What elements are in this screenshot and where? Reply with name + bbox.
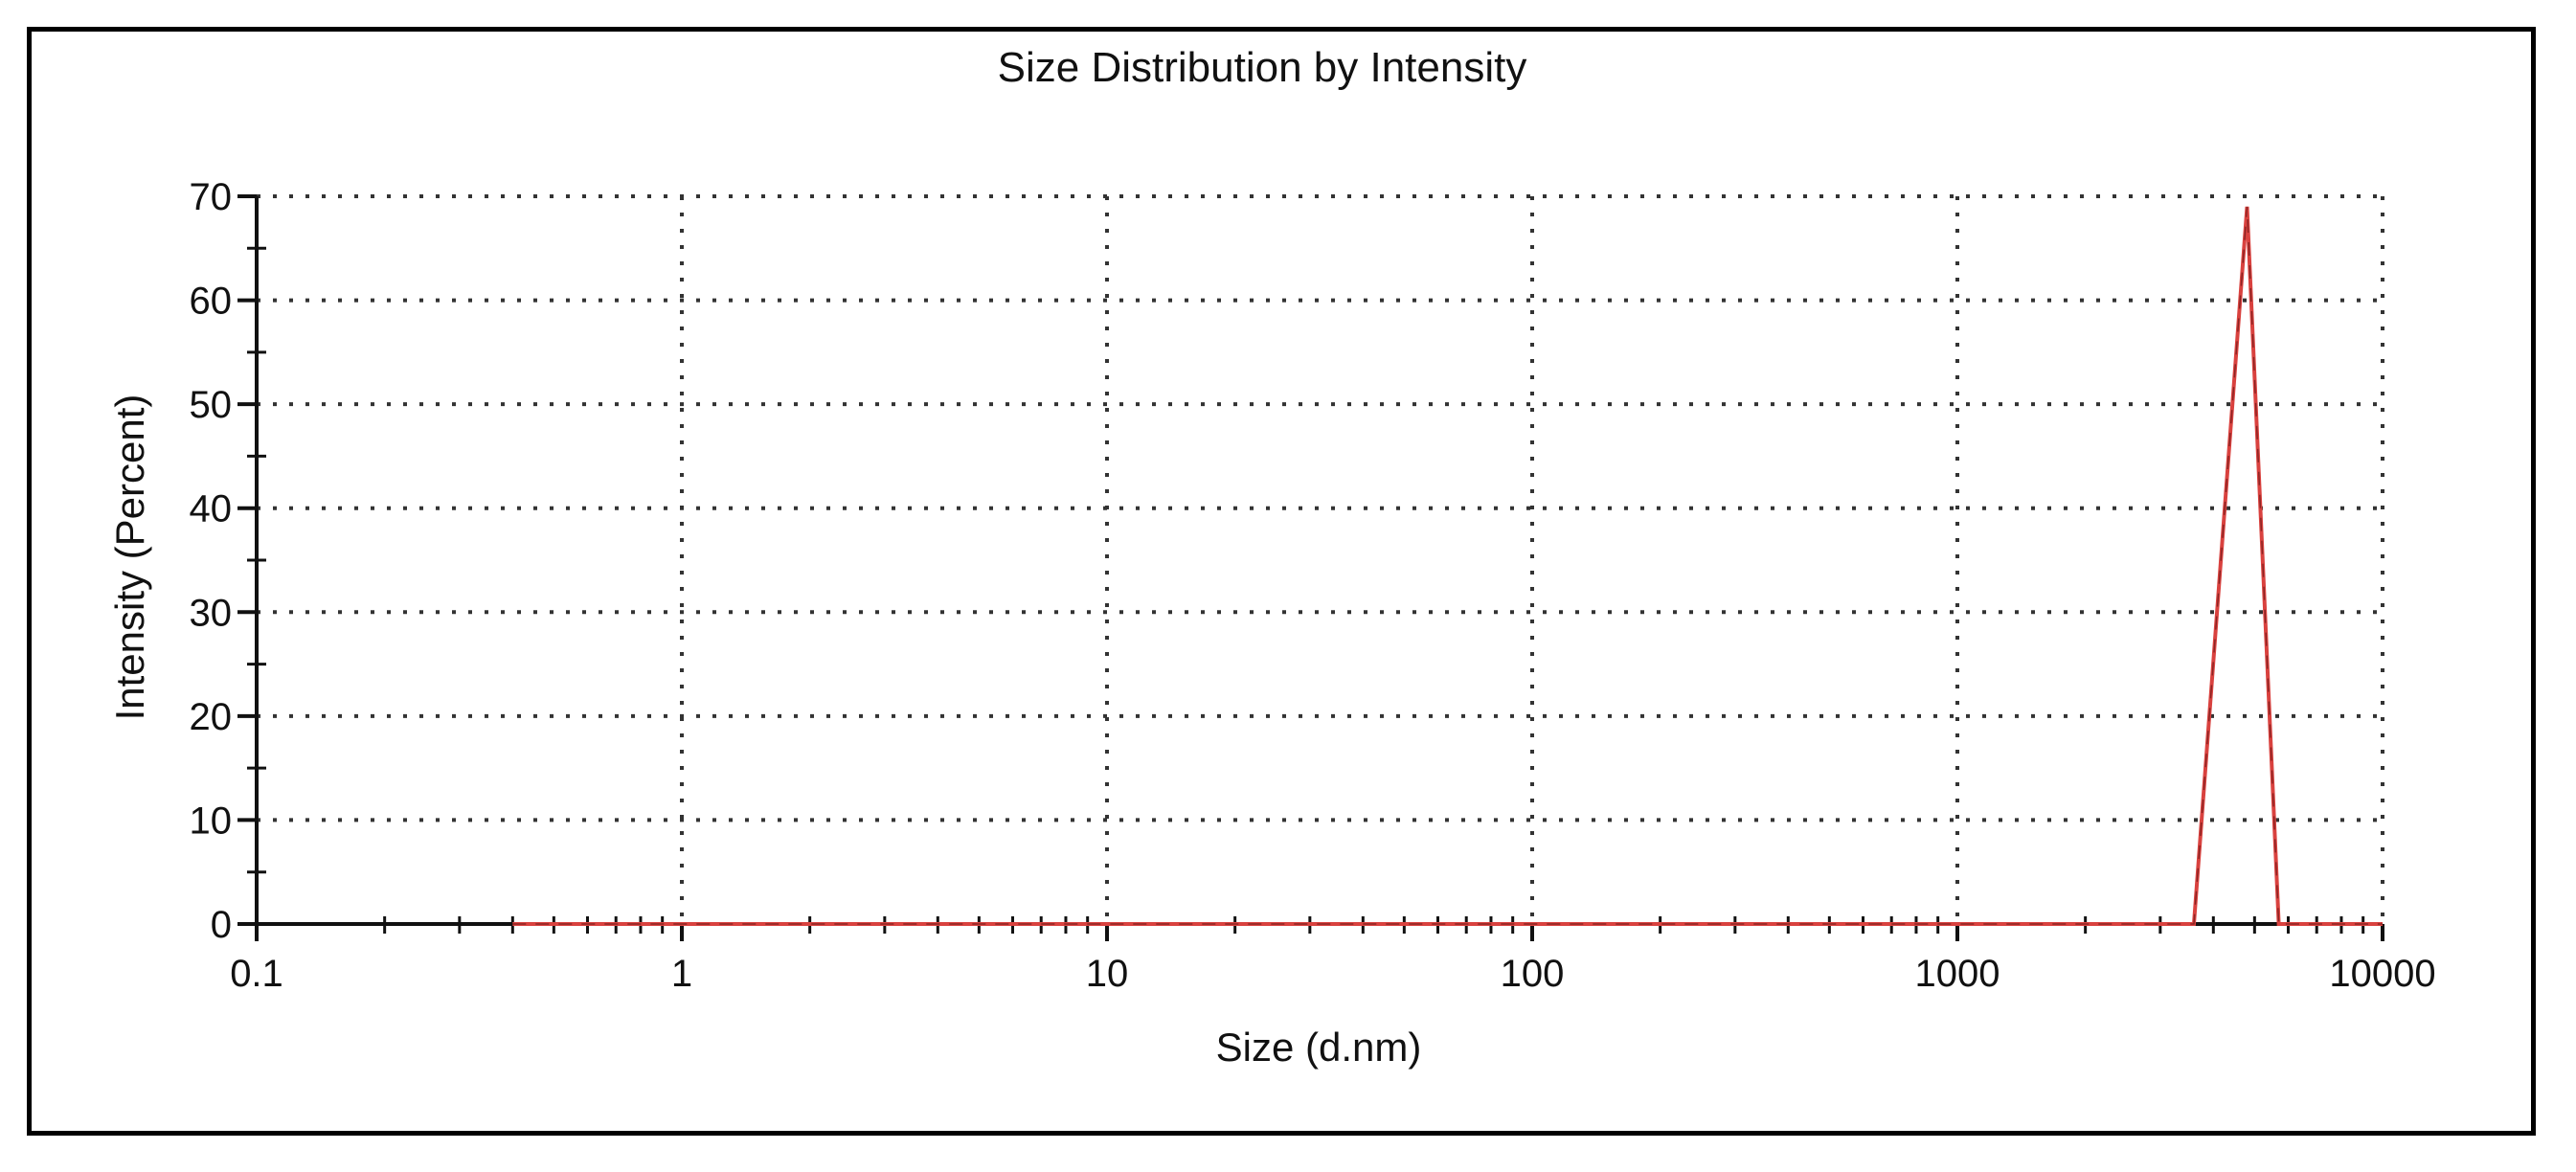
x-tick-label: 10000 <box>2329 953 2435 995</box>
x-tick-label: 1 <box>671 953 692 995</box>
y-tick-label: 60 <box>190 281 233 323</box>
series-lines <box>512 206 2383 926</box>
chart-title: Size Distribution by Intensity <box>998 44 1527 91</box>
y-tick-label: 30 <box>190 592 233 634</box>
tick-labels: 0 10 20 30 40 50 60 70 0.1 1 10 100 1000 10000 <box>190 176 2436 995</box>
series-line-overlay <box>512 206 2383 925</box>
x-tick-label: 1000 <box>1915 953 2000 995</box>
y-axis-label: Intensity (Percent) <box>107 394 152 721</box>
x-tick-label: 0.1 <box>230 953 283 995</box>
series-line <box>512 206 2383 926</box>
y-tick-label: 20 <box>190 696 233 738</box>
y-tick-label: 10 <box>190 800 233 842</box>
x-tick-label: 100 <box>1501 953 1565 995</box>
x-tick-label: 10 <box>1086 953 1129 995</box>
chart-frame <box>27 27 2536 1136</box>
axes <box>237 194 2384 941</box>
x-axis-label: Size (d.nm) <box>1216 1025 1422 1070</box>
minor-ticks <box>247 246 2365 934</box>
y-tick-label: 40 <box>190 488 233 530</box>
y-tick-label: 50 <box>190 384 233 426</box>
y-tick-label: 70 <box>190 176 233 218</box>
y-tick-label: 0 <box>211 904 232 946</box>
gridlines <box>257 194 2384 924</box>
